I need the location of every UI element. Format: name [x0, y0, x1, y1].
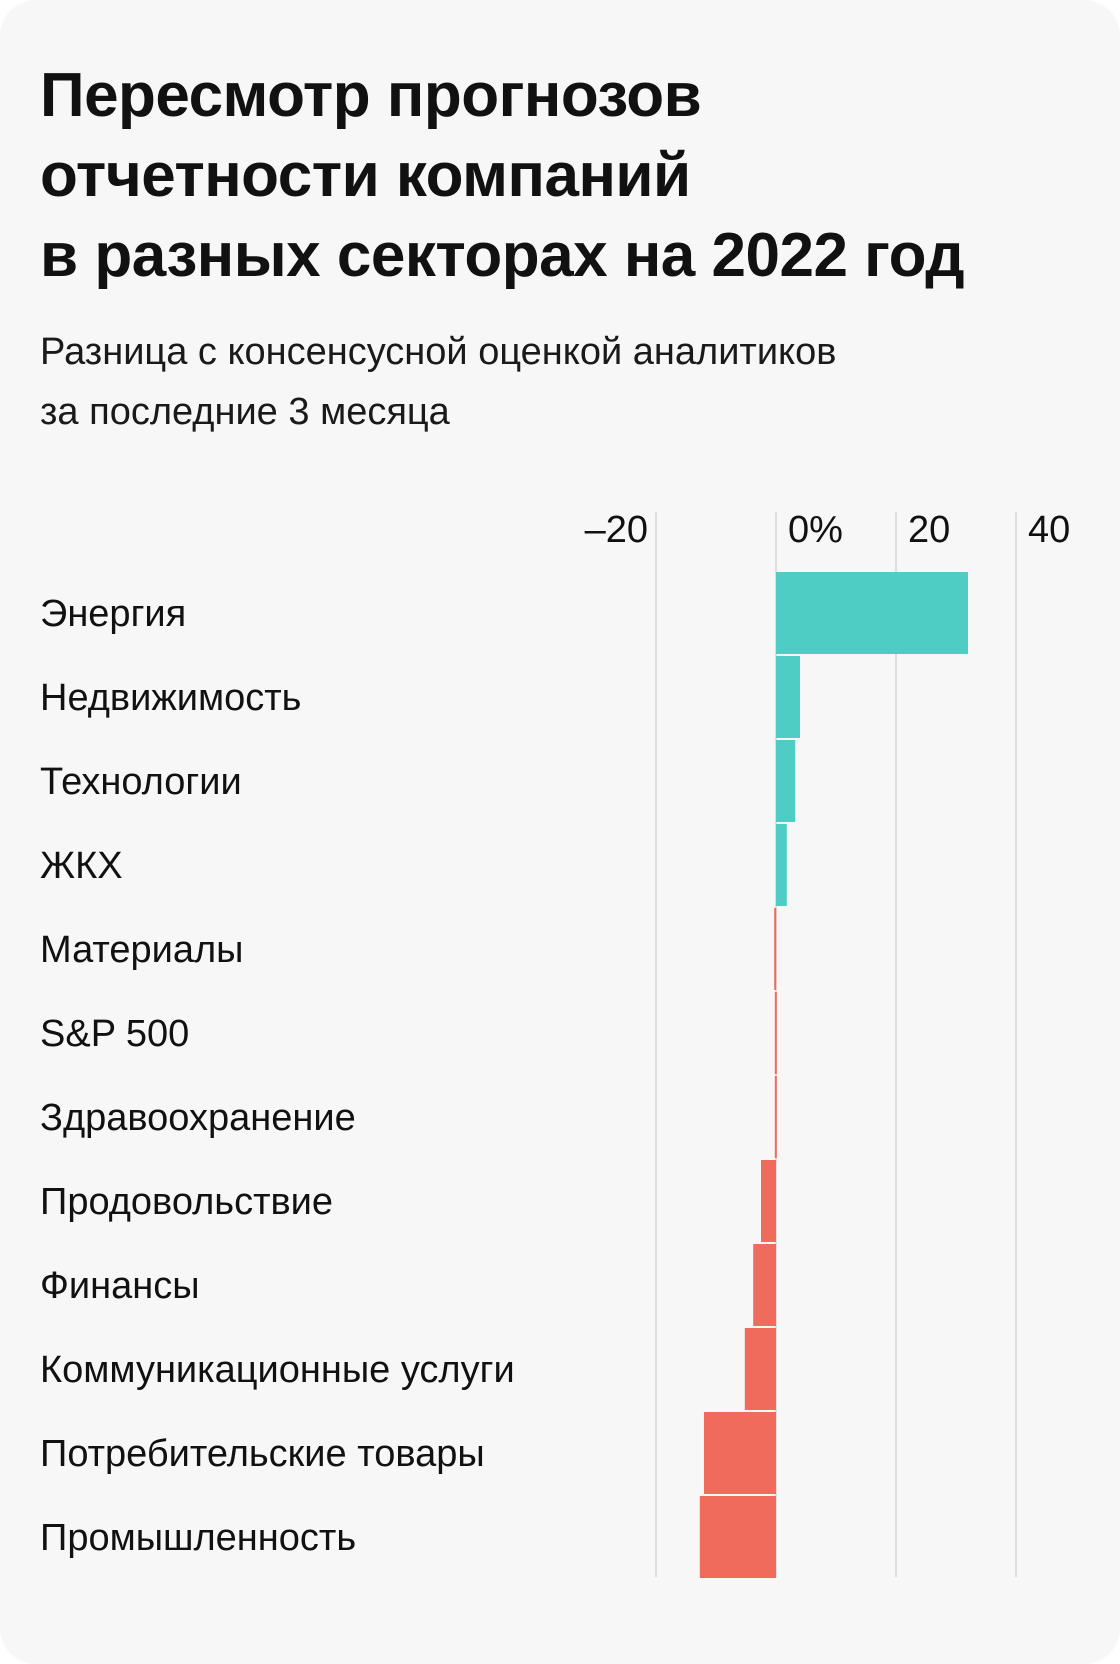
category-label: Промышленность [40, 1517, 356, 1559]
x-tick-label: –20 [585, 509, 648, 551]
x-tick-label: 40 [1028, 509, 1070, 551]
category-label: Материалы [40, 929, 243, 971]
category-label: Коммуникационные услуги [40, 1349, 515, 1391]
category-label: Технологии [40, 761, 242, 803]
x-tick-label: 20 [908, 509, 950, 551]
category-label: Недвижимость [40, 677, 301, 719]
category-label: Потребительские товары [40, 1433, 485, 1475]
bar [774, 1076, 777, 1158]
bar [776, 740, 796, 822]
bar [761, 1160, 776, 1242]
bar [774, 908, 777, 990]
chart-subtitle: Разница с консенсусной оценкой аналитико… [40, 322, 1080, 442]
bar [774, 992, 777, 1074]
chart-subtitle-line: Разница с консенсусной оценкой аналитико… [40, 331, 837, 373]
bar [699, 1496, 776, 1578]
category-label: ЖКХ [40, 845, 123, 887]
bar [744, 1328, 776, 1410]
chart-title-line: Пересмотр прогнозов [40, 61, 702, 130]
category-label: S&P 500 [40, 1013, 189, 1055]
chart-title: Пересмотр прогнозов отчетности компаний … [40, 56, 1100, 296]
category-label: Финансы [40, 1265, 200, 1307]
bar [753, 1244, 776, 1326]
bar [776, 656, 800, 738]
x-tick-label: 0% [788, 509, 843, 551]
bar [704, 1412, 776, 1494]
category-label: Энергия [40, 593, 186, 635]
bar [776, 824, 787, 906]
category-label: Продовольствие [40, 1181, 333, 1223]
category-label: Здравоохранение [40, 1097, 356, 1139]
bar [776, 572, 968, 654]
chart-title-line: в разных секторах на 2022 год [40, 221, 965, 290]
chart-subtitle-line: за последние 3 месяца [40, 391, 450, 433]
chart-title-line: отчетности компаний [40, 141, 691, 210]
